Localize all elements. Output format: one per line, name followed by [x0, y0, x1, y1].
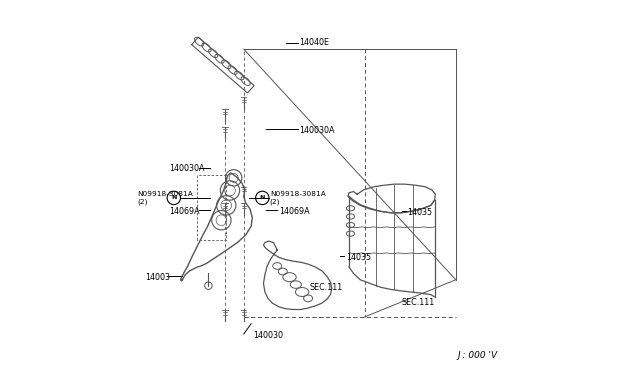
Text: SEC.111: SEC.111	[310, 283, 343, 292]
Text: N09918-3081A
(2): N09918-3081A (2)	[270, 191, 326, 205]
Text: 14069A: 14069A	[170, 207, 200, 216]
Text: 14035: 14035	[346, 253, 371, 262]
Text: N: N	[260, 195, 265, 201]
Text: 140030: 140030	[253, 331, 283, 340]
Text: SEC.111: SEC.111	[402, 298, 435, 307]
Text: 140030A: 140030A	[300, 126, 335, 135]
Text: 14003: 14003	[145, 273, 170, 282]
Text: 140030A: 140030A	[170, 164, 205, 173]
Text: J : 000 'V: J : 000 'V	[458, 351, 498, 360]
Text: N: N	[171, 195, 177, 201]
Text: 14040E: 14040E	[300, 38, 330, 47]
Text: 14069A: 14069A	[279, 207, 310, 216]
Text: N09918-3081A
(2): N09918-3081A (2)	[137, 191, 193, 205]
Text: 14035: 14035	[408, 208, 433, 217]
